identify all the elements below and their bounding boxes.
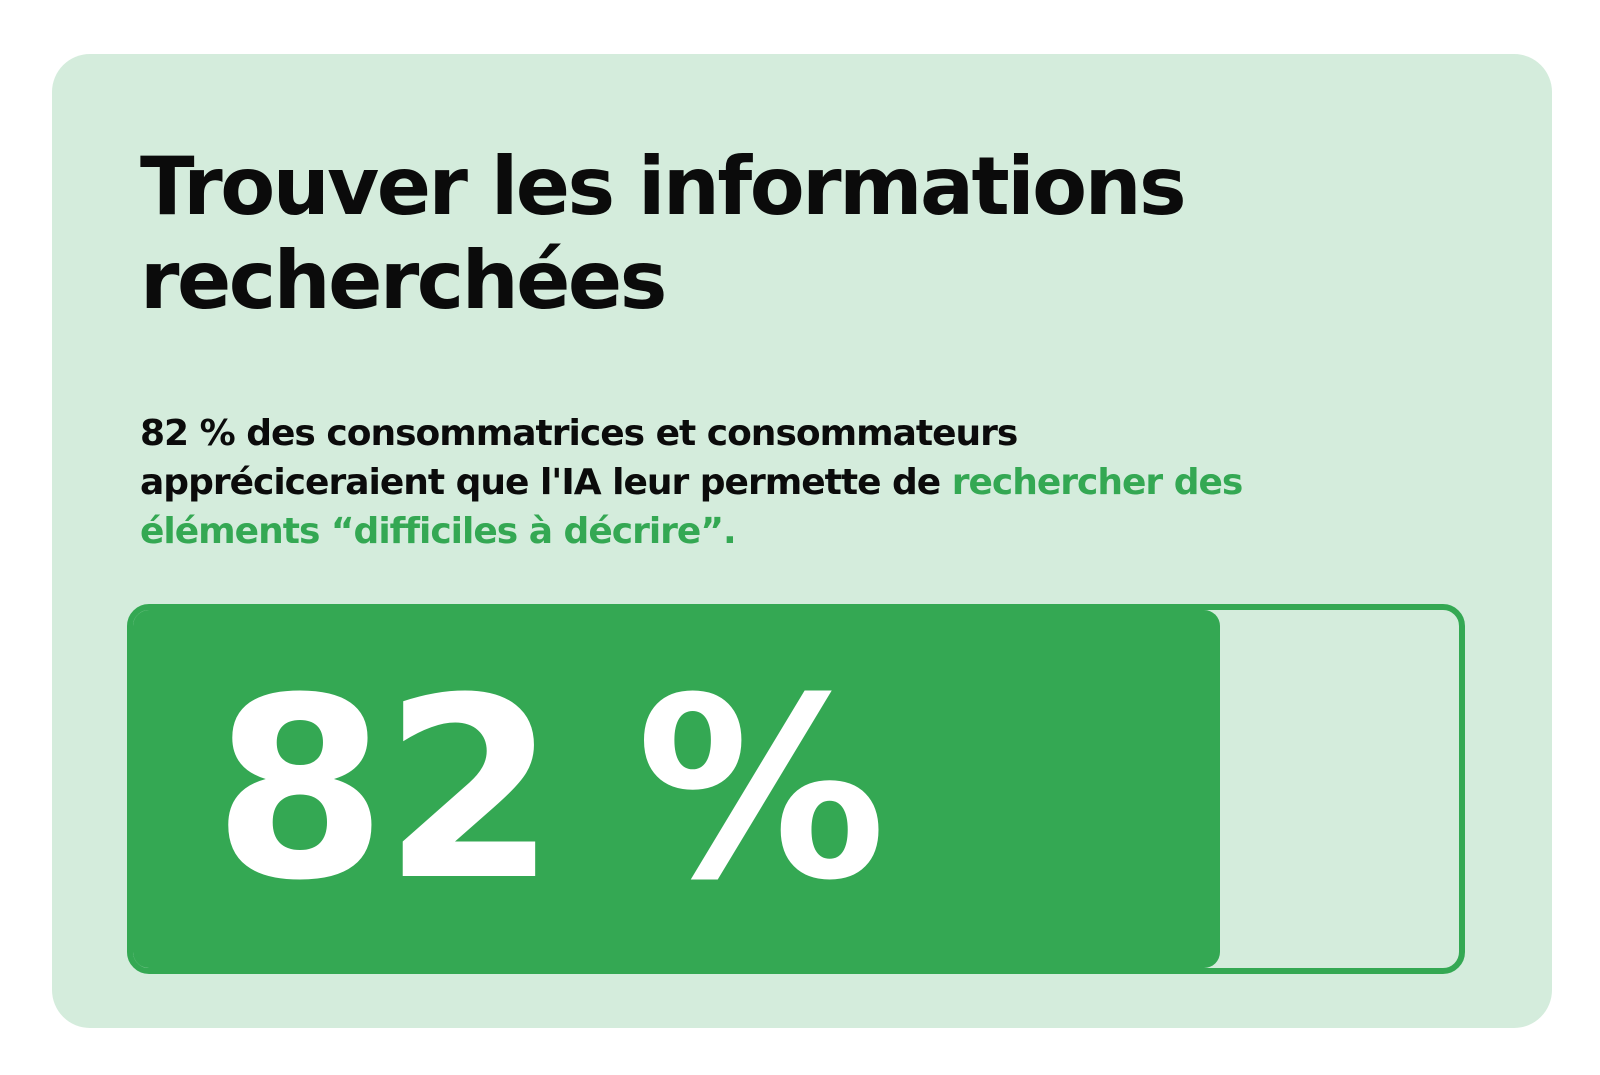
- progress-bar-value-label: 82 %: [213, 643, 886, 935]
- page-title: Trouver les informations recherchées: [140, 140, 1187, 327]
- progress-bar-fill: [133, 610, 1220, 968]
- stat-description: 82 % des consommatrices et consommateurs…: [140, 409, 1260, 556]
- stat-description-highlight: rechercher des éléments “difficiles à dé…: [140, 462, 1243, 552]
- stat-description-text: 82 % des consommatrices et consommateurs…: [140, 413, 1018, 503]
- progress-bar-track: 82 %: [127, 604, 1465, 974]
